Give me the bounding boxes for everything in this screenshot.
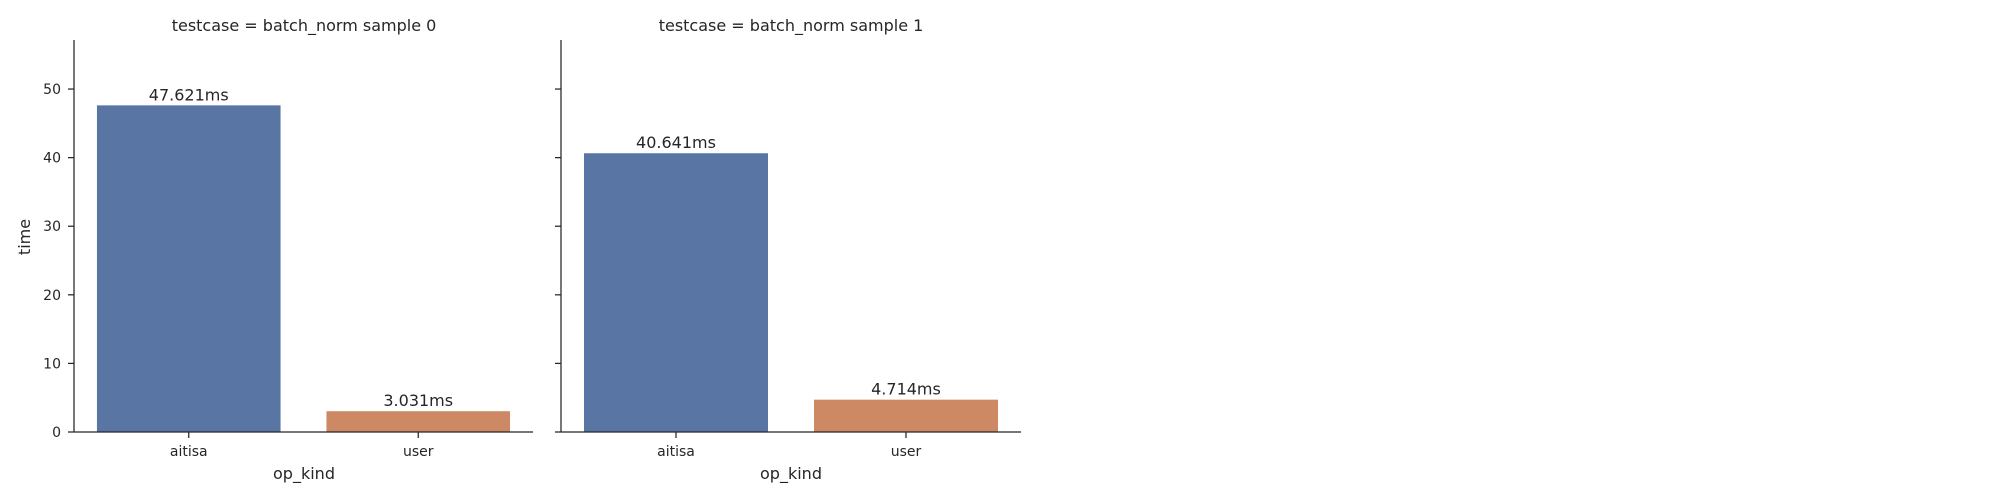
x-tick-label: user: [891, 444, 922, 460]
data-label: 4.714ms: [871, 380, 941, 399]
y-tick-label: 30: [43, 219, 61, 235]
panel-sample-1: testcase = batch_norm sample 1 op_kind 4…: [555, 16, 1021, 484]
y-tick-label: 50: [43, 82, 61, 98]
x-axis-label: op_kind: [273, 464, 335, 484]
bar: [326, 411, 511, 432]
y-axis-label: time: [15, 219, 34, 255]
bar: [814, 399, 998, 432]
x-axis-label: op_kind: [760, 464, 822, 484]
panel-sample-0: testcase = batch_norm sample 0 time op_k…: [15, 16, 533, 484]
data-label: 3.031ms: [383, 391, 453, 410]
y-tick-label: 0: [52, 425, 61, 441]
x-tick-label: aitisa: [170, 444, 208, 460]
y-tick-label: 40: [43, 151, 61, 167]
data-label: 40.641ms: [636, 133, 716, 152]
x-tick-label: aitisa: [657, 444, 695, 460]
bar: [96, 105, 281, 432]
y-tick-label: 10: [43, 356, 61, 372]
data-label: 47.621ms: [149, 85, 229, 104]
panel-title: testcase = batch_norm sample 0: [172, 16, 437, 36]
x-tick-label: user: [403, 444, 434, 460]
bar: [584, 153, 768, 432]
y-tick-label: 20: [43, 288, 61, 304]
panel-title: testcase = batch_norm sample 1: [659, 16, 924, 36]
